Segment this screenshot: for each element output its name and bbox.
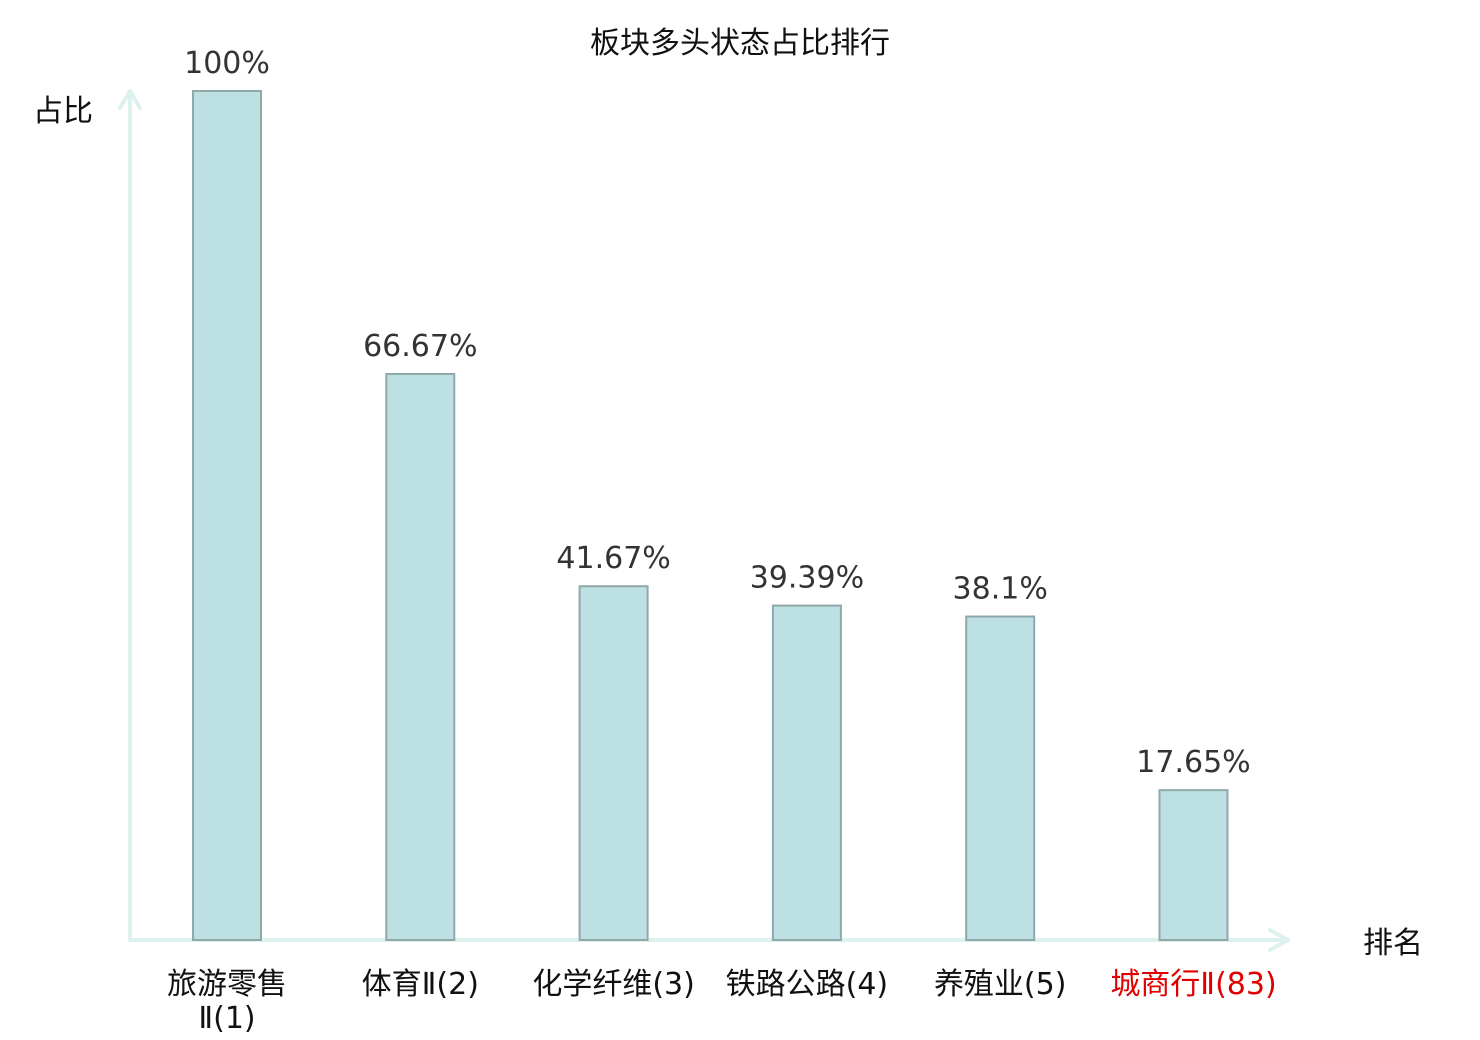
x-tick-label-line: 体育Ⅱ(2) <box>362 967 479 1002</box>
x-axis-label: 排名 <box>1363 926 1423 961</box>
data-label: 39.39% <box>750 561 864 596</box>
data-label: 100% <box>184 46 270 81</box>
x-tick-label-line: 化学纤维(3) <box>532 967 695 1002</box>
bar <box>771 604 842 942</box>
x-tick-label: 养殖业(5) <box>934 967 1067 1002</box>
y-axis-label: 占比 <box>33 94 93 129</box>
bar <box>385 372 456 942</box>
x-tick-label-line: 养殖业(5) <box>934 967 1067 1002</box>
x-tick-label: 化学纤维(3) <box>532 967 695 1002</box>
data-label: 66.67% <box>363 329 477 364</box>
x-tick-label-line: 铁路公路(4) <box>726 967 889 1002</box>
data-label: 41.67% <box>556 541 670 576</box>
value-labels-group: 100% 66.67% 41.67% 39.39% 38.1% 17.65% <box>184 46 1251 780</box>
bar <box>578 585 649 941</box>
x-tick-label: 铁路公路(4) <box>726 967 889 1002</box>
bar <box>965 615 1036 941</box>
x-tick-label: 城商行Ⅱ(83) <box>1110 967 1276 1002</box>
axes <box>118 89 1290 952</box>
category-labels-group: 旅游零售 Ⅱ(1) 体育Ⅱ(2) 化学纤维(3) 铁路公路(4) 养殖业(5) 城商行Ⅱ(8… <box>167 967 1277 1036</box>
bar <box>192 90 262 941</box>
y-axis-arrowhead <box>118 89 142 110</box>
x-tick-label-line: Ⅱ(1) <box>198 1001 255 1036</box>
bar <box>1158 789 1229 941</box>
x-tick-label: 旅游零售 Ⅱ(1) <box>167 967 287 1036</box>
x-axis-arrowhead <box>1268 928 1290 952</box>
x-tick-label-line: 旅游零售 <box>167 967 287 1002</box>
x-tick-label-line: 城商行Ⅱ(83) <box>1110 967 1276 1002</box>
bars-group <box>192 90 1229 942</box>
chart-title: 板块多头状态占比排行 <box>590 26 890 61</box>
data-label: 17.65% <box>1136 745 1250 780</box>
data-label: 38.1% <box>953 572 1048 607</box>
x-tick-label: 体育Ⅱ(2) <box>362 967 479 1002</box>
